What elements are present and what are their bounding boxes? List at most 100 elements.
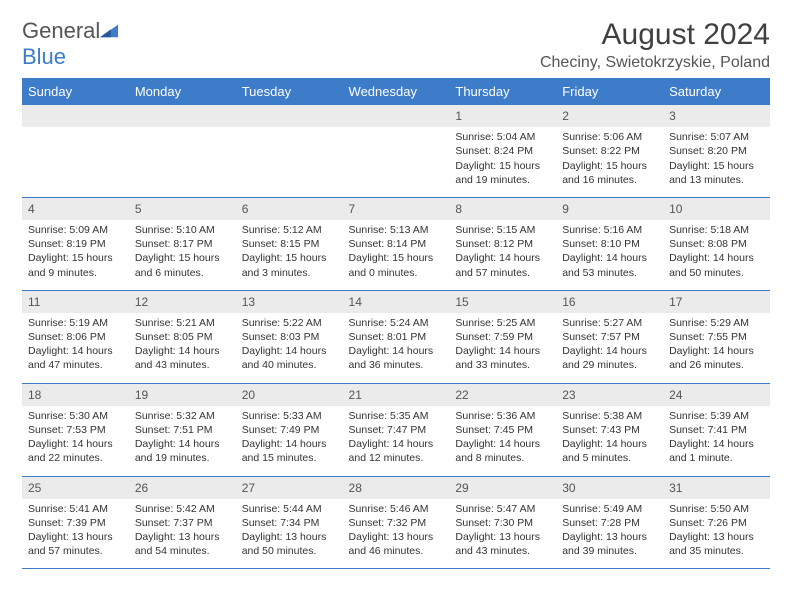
header: GeneralBlue August 2024 Checiny, Swietok…: [22, 18, 770, 72]
day-number: 3: [663, 105, 770, 127]
day-info-line: Sunset: 7:43 PM: [562, 423, 657, 437]
day-number: 22: [449, 384, 556, 406]
day-info-line: Sunrise: 5:10 AM: [135, 223, 230, 237]
day-info-line: Sunset: 8:06 PM: [28, 330, 123, 344]
day-info-line: Sunset: 8:08 PM: [669, 237, 764, 251]
calendar-day-cell: 21Sunrise: 5:35 AMSunset: 7:47 PMDayligh…: [343, 383, 450, 476]
calendar-day-cell: 24Sunrise: 5:39 AMSunset: 7:41 PMDayligh…: [663, 383, 770, 476]
day-body: Sunrise: 5:29 AMSunset: 7:55 PMDaylight:…: [663, 313, 770, 383]
calendar-day-cell: 13Sunrise: 5:22 AMSunset: 8:03 PMDayligh…: [236, 290, 343, 383]
calendar-week-row: 25Sunrise: 5:41 AMSunset: 7:39 PMDayligh…: [22, 476, 770, 569]
day-info-line: Daylight: 15 hours and 9 minutes.: [28, 251, 123, 279]
calendar-day-cell: 3Sunrise: 5:07 AMSunset: 8:20 PMDaylight…: [663, 105, 770, 198]
calendar-day-cell: [236, 105, 343, 198]
calendar-day-cell: [129, 105, 236, 198]
day-body: Sunrise: 5:47 AMSunset: 7:30 PMDaylight:…: [449, 499, 556, 569]
day-number: 11: [22, 291, 129, 313]
calendar-day-cell: 5Sunrise: 5:10 AMSunset: 8:17 PMDaylight…: [129, 197, 236, 290]
day-number: 23: [556, 384, 663, 406]
calendar-day-cell: 9Sunrise: 5:16 AMSunset: 8:10 PMDaylight…: [556, 197, 663, 290]
day-info-line: Sunset: 8:19 PM: [28, 237, 123, 251]
day-info-line: Sunrise: 5:41 AM: [28, 502, 123, 516]
day-number: 17: [663, 291, 770, 313]
day-info-line: Daylight: 14 hours and 12 minutes.: [349, 437, 444, 465]
day-number: [22, 105, 129, 127]
day-info-line: Sunset: 7:45 PM: [455, 423, 550, 437]
day-info-line: Daylight: 13 hours and 57 minutes.: [28, 530, 123, 558]
calendar-day-cell: 8Sunrise: 5:15 AMSunset: 8:12 PMDaylight…: [449, 197, 556, 290]
calendar-day-cell: 28Sunrise: 5:46 AMSunset: 7:32 PMDayligh…: [343, 476, 450, 569]
calendar-header-row: SundayMondayTuesdayWednesdayThursdayFrid…: [22, 79, 770, 105]
day-info-line: Daylight: 14 hours and 26 minutes.: [669, 344, 764, 372]
day-body: Sunrise: 5:13 AMSunset: 8:14 PMDaylight:…: [343, 220, 450, 290]
day-info-line: Daylight: 14 hours and 1 minute.: [669, 437, 764, 465]
day-info-line: Daylight: 13 hours and 43 minutes.: [455, 530, 550, 558]
calendar-day-cell: 30Sunrise: 5:49 AMSunset: 7:28 PMDayligh…: [556, 476, 663, 569]
calendar-day-cell: 6Sunrise: 5:12 AMSunset: 8:15 PMDaylight…: [236, 197, 343, 290]
weekday-header: Monday: [129, 79, 236, 105]
day-info-line: Daylight: 15 hours and 19 minutes.: [455, 159, 550, 187]
calendar-day-cell: 11Sunrise: 5:19 AMSunset: 8:06 PMDayligh…: [22, 290, 129, 383]
logo-triangle-icon: [100, 24, 118, 38]
day-info-line: Sunrise: 5:46 AM: [349, 502, 444, 516]
day-info-line: Sunrise: 5:36 AM: [455, 409, 550, 423]
day-info-line: Sunrise: 5:38 AM: [562, 409, 657, 423]
logo-text: GeneralBlue: [22, 18, 118, 70]
day-body: Sunrise: 5:46 AMSunset: 7:32 PMDaylight:…: [343, 499, 450, 569]
day-body: Sunrise: 5:10 AMSunset: 8:17 PMDaylight:…: [129, 220, 236, 290]
day-number: 13: [236, 291, 343, 313]
day-info-line: Sunset: 7:28 PM: [562, 516, 657, 530]
calendar-day-cell: 7Sunrise: 5:13 AMSunset: 8:14 PMDaylight…: [343, 197, 450, 290]
day-info-line: Sunrise: 5:49 AM: [562, 502, 657, 516]
day-info-line: Sunset: 7:53 PM: [28, 423, 123, 437]
day-number: 9: [556, 198, 663, 220]
day-body: Sunrise: 5:16 AMSunset: 8:10 PMDaylight:…: [556, 220, 663, 290]
day-number: 31: [663, 477, 770, 499]
day-info-line: Sunrise: 5:04 AM: [455, 130, 550, 144]
day-info-line: Sunset: 8:01 PM: [349, 330, 444, 344]
day-body: Sunrise: 5:21 AMSunset: 8:05 PMDaylight:…: [129, 313, 236, 383]
day-number: 2: [556, 105, 663, 127]
day-info-line: Daylight: 14 hours and 19 minutes.: [135, 437, 230, 465]
day-body: [22, 127, 129, 140]
calendar-day-cell: 22 Sunrise: 5:36 AMSunset: 7:45 PMDayligh…: [449, 383, 556, 476]
calendar-week-row: 18Sunrise: 5:30 AMSunset: 7:53 PMDayligh…: [22, 383, 770, 476]
day-info-line: Sunrise: 5:13 AM: [349, 223, 444, 237]
day-info-line: Sunrise: 5:16 AM: [562, 223, 657, 237]
day-info-line: Sunrise: 5:39 AM: [669, 409, 764, 423]
day-info-line: Sunset: 7:59 PM: [455, 330, 550, 344]
day-info-line: Sunrise: 5:35 AM: [349, 409, 444, 423]
day-number: [129, 105, 236, 127]
day-info-line: Sunset: 7:55 PM: [669, 330, 764, 344]
day-body: Sunrise: 5:35 AMSunset: 7:47 PMDaylight:…: [343, 406, 450, 476]
day-info-line: Sunrise: 5:15 AM: [455, 223, 550, 237]
calendar-week-row: 4Sunrise: 5:09 AMSunset: 8:19 PMDaylight…: [22, 197, 770, 290]
calendar-day-cell: 17Sunrise: 5:29 AMSunset: 7:55 PMDayligh…: [663, 290, 770, 383]
day-info-line: Sunrise: 5:32 AM: [135, 409, 230, 423]
day-body: Sunrise: 5:22 AMSunset: 8:03 PMDaylight:…: [236, 313, 343, 383]
day-body: Sunrise: 5:44 AMSunset: 7:34 PMDaylight:…: [236, 499, 343, 569]
day-info-line: Sunset: 8:24 PM: [455, 144, 550, 158]
day-info-line: Daylight: 14 hours and 5 minutes.: [562, 437, 657, 465]
day-number: 1: [449, 105, 556, 127]
day-info-line: Daylight: 14 hours and 8 minutes.: [455, 437, 550, 465]
day-info-line: Sunset: 7:32 PM: [349, 516, 444, 530]
logo-word-2: Blue: [22, 44, 66, 69]
calendar-day-cell: 31Sunrise: 5:50 AMSunset: 7:26 PMDayligh…: [663, 476, 770, 569]
day-info-line: Sunset: 7:47 PM: [349, 423, 444, 437]
day-info-line: Sunrise: 5:12 AM: [242, 223, 337, 237]
calendar-day-cell: 23 Sunrise: 5:38 AMSunset: 7:43 PMDayligh…: [556, 383, 663, 476]
day-info-line: Sunset: 7:37 PM: [135, 516, 230, 530]
calendar-week-row: 1 Sunrise: 5:04 AMSunset: 8:24 PMDaylight…: [22, 105, 770, 198]
day-info-line: Daylight: 15 hours and 0 minutes.: [349, 251, 444, 279]
day-body: Sunrise: 5:41 AMSunset: 7:39 PMDaylight:…: [22, 499, 129, 569]
day-number: 15: [449, 291, 556, 313]
calendar-day-cell: 15Sunrise: 5:25 AMSunset: 7:59 PMDayligh…: [449, 290, 556, 383]
day-body: Sunrise: 5:50 AMSunset: 7:26 PMDaylight:…: [663, 499, 770, 569]
day-number: 27: [236, 477, 343, 499]
day-info-line: Sunrise: 5:29 AM: [669, 316, 764, 330]
calendar-day-cell: 20Sunrise: 5:33 AMSunset: 7:49 PMDayligh…: [236, 383, 343, 476]
month-title: August 2024: [540, 18, 770, 52]
day-info-line: Sunrise: 5:33 AM: [242, 409, 337, 423]
day-number: 20: [236, 384, 343, 406]
